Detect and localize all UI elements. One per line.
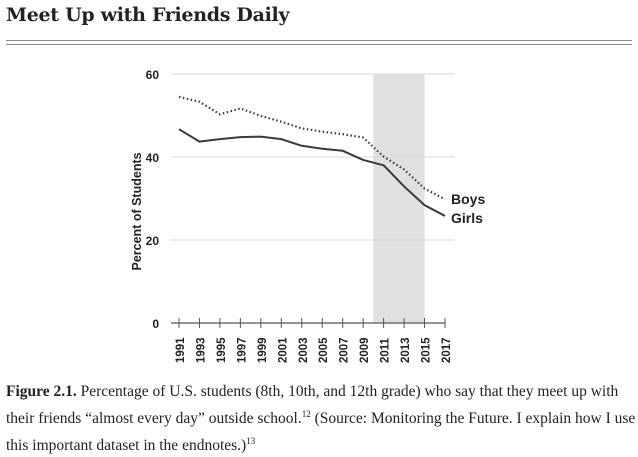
x-tick-label: 1993 (195, 337, 207, 363)
y-tick-label: 0 (152, 317, 159, 331)
chart-title: Meet Up with Friends Daily (6, 4, 290, 26)
x-tick-label: 2001 (277, 337, 289, 363)
series-line-boys (178, 95, 446, 201)
x-tick-label: 2003 (298, 337, 310, 363)
x-tick-label: 2009 (359, 337, 371, 363)
endnote-ref[interactable]: 13 (246, 436, 256, 447)
y-tick-label: 40 (146, 151, 160, 165)
x-tick-label: 2017 (441, 337, 453, 363)
x-tick-label: 2015 (421, 337, 433, 363)
series-line-girls (178, 128, 446, 217)
title-rule (6, 40, 632, 41)
figure-caption: Figure 2.1. Percentage of U.S. students … (6, 381, 636, 457)
y-tick-label: 20 (146, 234, 160, 248)
x-tick-label: 1991 (175, 337, 187, 363)
line-chart: 0 20 40 60 1991 1993 1995 1997 1999 2001 2003 2005 2… (130, 68, 485, 363)
y-tick-label: 60 (146, 68, 160, 82)
x-tick-label: 1999 (257, 337, 269, 363)
x-tick-label: 2013 (400, 337, 412, 363)
title-rule (6, 44, 632, 45)
caption-label: Figure 2.1. (6, 383, 77, 400)
x-tick-label: 1997 (236, 337, 248, 363)
legend-label-boys: Boys (451, 191, 485, 207)
caption-text: Percentage of U.S. students (8th, 10th, … (6, 383, 619, 428)
endnote-ref[interactable]: 12 (301, 409, 311, 419)
x-tick-label: 1995 (216, 337, 228, 363)
caption-text: (Source: Monitoring the Future. I explai… (6, 410, 636, 455)
x-tick-label: 2007 (339, 337, 351, 363)
x-tick-label: 2005 (318, 337, 330, 363)
legend-label-girls: Girls (451, 210, 483, 226)
x-tick-label: 2011 (380, 337, 392, 363)
y-axis-label: Percent of Students (130, 152, 144, 270)
